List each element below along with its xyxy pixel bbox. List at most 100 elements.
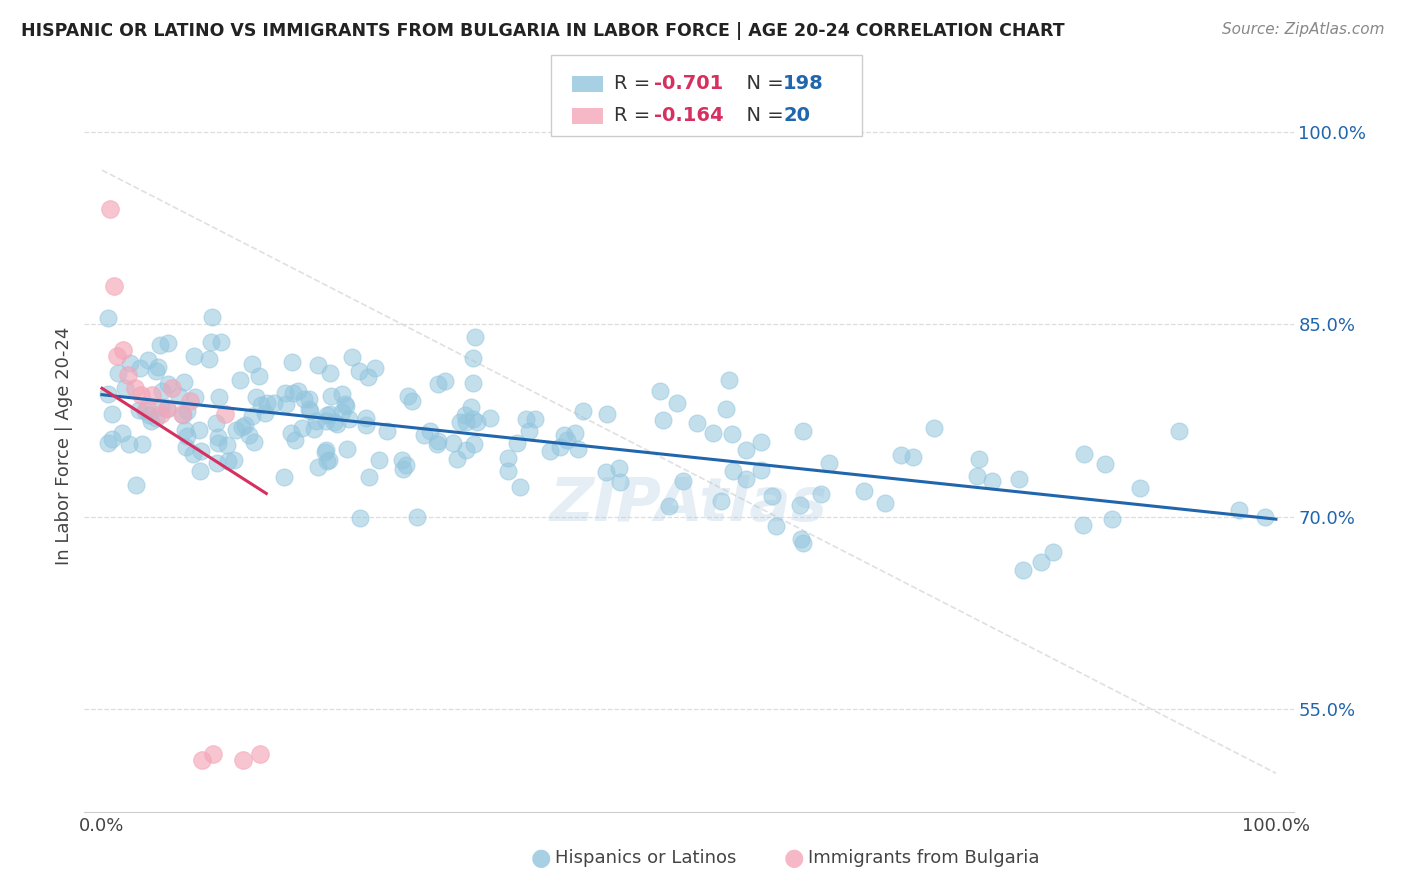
Point [156, 402, 179, 417]
Text: R =: R = [614, 106, 657, 126]
Point [595, 465, 617, 479]
Point [672, 474, 695, 488]
Point [207, 430, 229, 444]
Point [434, 374, 457, 388]
Point [810, 487, 832, 501]
Point [315, 454, 337, 468]
Point [571, 404, 593, 418]
Point [567, 442, 589, 456]
Point [318, 453, 340, 467]
Point [249, 747, 271, 761]
Text: -0.164: -0.164 [654, 106, 724, 126]
Point [548, 441, 571, 455]
Point [515, 411, 537, 425]
Point [357, 370, 380, 384]
Point [1129, 481, 1152, 495]
Point [315, 442, 337, 457]
Point [765, 519, 787, 533]
Point [298, 392, 321, 407]
Point [149, 407, 172, 421]
Point [298, 401, 321, 416]
Point [981, 475, 1004, 489]
Point [128, 360, 150, 375]
Point [496, 464, 519, 478]
Point [184, 391, 207, 405]
Point [238, 428, 260, 442]
Point [710, 493, 733, 508]
Point [174, 441, 197, 455]
Point [564, 426, 586, 441]
Point [231, 420, 253, 434]
Point [463, 437, 485, 451]
Text: ●: ● [531, 847, 551, 870]
Point [222, 453, 245, 467]
Point [157, 377, 180, 392]
Point [665, 396, 688, 410]
Point [321, 389, 343, 403]
Point [426, 376, 449, 391]
Text: Source: ZipAtlas.com: Source: ZipAtlas.com [1222, 22, 1385, 37]
Point [496, 451, 519, 466]
Point [538, 444, 561, 458]
Point [354, 410, 377, 425]
Point [1254, 510, 1277, 524]
Point [401, 393, 423, 408]
Point [245, 391, 267, 405]
Point [1071, 517, 1094, 532]
Point [136, 353, 159, 368]
Point [190, 753, 212, 767]
Point [162, 381, 184, 395]
Point [232, 753, 254, 767]
Point [889, 448, 911, 462]
Point [207, 435, 229, 450]
Point [524, 412, 547, 426]
Point [103, 278, 125, 293]
Point [209, 335, 232, 350]
Point [461, 351, 484, 365]
Point [173, 376, 195, 390]
Point [112, 343, 135, 357]
Text: HISPANIC OR LATINO VS IMMIGRANTS FROM BULGARIA IN LABOR FORCE | AGE 20-24 CORREL: HISPANIC OR LATINO VS IMMIGRANTS FROM BU… [21, 22, 1064, 40]
Point [198, 351, 221, 366]
Point [120, 356, 142, 370]
Point [287, 384, 309, 398]
Point [240, 409, 263, 423]
Point [749, 462, 772, 476]
Point [368, 453, 391, 467]
Point [873, 496, 896, 510]
Point [263, 396, 285, 410]
Text: N =: N = [734, 106, 783, 126]
Point [449, 416, 471, 430]
Point [240, 357, 263, 371]
Point [249, 398, 271, 412]
Text: 198: 198 [783, 74, 824, 94]
Point [283, 386, 305, 401]
Point [188, 464, 211, 478]
Point [852, 483, 875, 498]
Point [318, 408, 340, 422]
Point [347, 364, 370, 378]
Point [225, 424, 247, 438]
Point [336, 442, 359, 457]
Point [596, 407, 619, 421]
Point [967, 451, 990, 466]
Point [454, 443, 477, 458]
Point [129, 387, 152, 401]
Point [717, 373, 740, 387]
Point [138, 409, 160, 423]
Point [167, 389, 190, 403]
Point [134, 403, 156, 417]
Text: R =: R = [614, 74, 657, 94]
Point [208, 390, 231, 404]
Point [342, 351, 364, 365]
Point [243, 435, 266, 450]
Point [280, 354, 302, 368]
Point [817, 456, 839, 470]
Point [319, 366, 342, 380]
Point [128, 402, 150, 417]
Point [315, 414, 337, 428]
Point [298, 404, 321, 418]
Point [1094, 457, 1116, 471]
Point [326, 417, 349, 431]
Point [714, 401, 737, 416]
